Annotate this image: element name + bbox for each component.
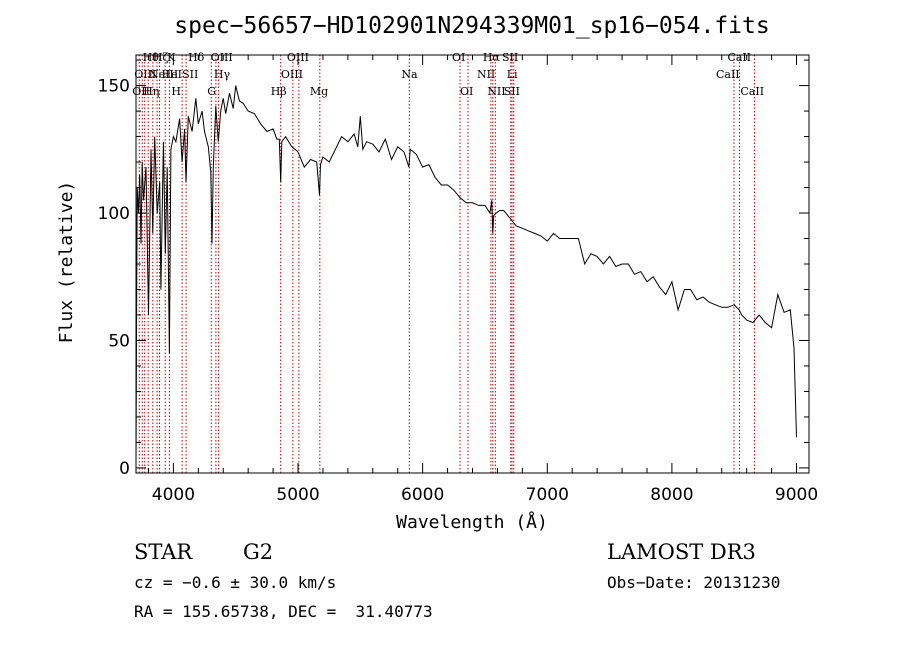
line-marker-label: Hθ [143, 51, 160, 64]
line-marker-label: Hα [483, 51, 501, 64]
line-marker-label: Hη [143, 85, 159, 98]
line-marker-label: HeI [162, 68, 182, 81]
line-marker-label: G [207, 85, 216, 98]
y-tick-label: 50 [108, 331, 130, 351]
sky-coordinates: RA = 155.65738, DEC = 31.40773 [134, 602, 433, 621]
line-marker-label: OII [132, 85, 150, 98]
spectral-line-markers: OIIOIIIHθHηHζNeIIIHeIKHSIIHδGHγOIIIHβOII… [132, 51, 764, 473]
chart-title: spec−56657−HD102901N294339M01_sp16−054.f… [174, 13, 769, 39]
line-marker-label: Li [507, 68, 518, 81]
line-marker-label: SII [504, 85, 520, 98]
y-tick-label: 150 [98, 77, 130, 97]
y-tick-label: 100 [98, 204, 130, 224]
spectrum-line [135, 85, 797, 468]
line-marker-label: OIII [281, 68, 303, 81]
y-axis-label: Flux (relative) [56, 181, 77, 344]
line-marker-label: OIII [211, 51, 233, 64]
x-tick-label: 7000 [526, 485, 569, 505]
line-marker-label: SII [502, 51, 518, 64]
survey-name: LAMOST DR3 [607, 540, 756, 564]
line-marker-label: Hβ [271, 85, 287, 98]
line-marker-label: OI [452, 51, 465, 64]
line-marker-label: H [171, 85, 181, 98]
x-axis-label: Wavelength (Å) [396, 511, 548, 533]
line-marker-label: CaII [716, 68, 740, 81]
axis-tick-labels: 4000 5000 6000 7000 8000 9000 0 50 100 150 [98, 77, 819, 505]
y-tick-label: 0 [119, 459, 130, 479]
observation-date: Obs−Date: 20131230 [607, 573, 781, 592]
line-marker-label: Na [401, 68, 418, 81]
x-tick-label: 8000 [650, 485, 693, 505]
redshift-velocity: cz = −0.6 ± 30.0 km/s [134, 573, 337, 592]
line-marker-label: NII [477, 68, 495, 81]
line-marker-label: OIII [134, 68, 156, 81]
object-subclass: G2 [243, 540, 274, 564]
x-tick-label: 6000 [401, 485, 444, 505]
line-marker-label: NII [487, 85, 505, 98]
line-marker-label: Hγ [214, 68, 231, 81]
line-marker-label: OI [460, 85, 473, 98]
x-tick-label: 4000 [152, 485, 195, 505]
line-marker-label: SII [182, 68, 198, 81]
line-marker-label: Hδ [188, 51, 205, 64]
plot-frame [135, 54, 810, 474]
line-marker-label: NeIII [149, 68, 178, 81]
line-marker-label: K [167, 51, 176, 64]
x-tick-label: 9000 [775, 485, 818, 505]
object-class: STAR [134, 540, 193, 564]
axis-ticks [136, 55, 809, 473]
line-marker-label: Mg [310, 85, 328, 98]
line-marker-label: CaII [740, 85, 764, 98]
line-marker-label: CaII [727, 51, 751, 64]
line-marker-label: Hζ [153, 51, 169, 64]
x-tick-label: 5000 [276, 485, 319, 505]
